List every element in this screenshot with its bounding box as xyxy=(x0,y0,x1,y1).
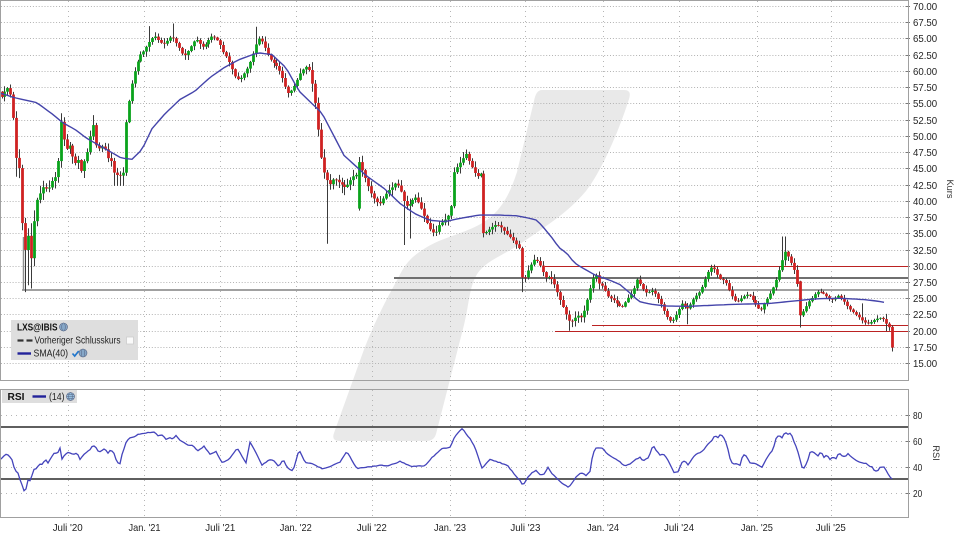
svg-text:Juli '22: Juli '22 xyxy=(357,523,387,534)
svg-text:27.50: 27.50 xyxy=(913,278,937,289)
svg-text:Jan. '25: Jan. '25 xyxy=(741,523,773,534)
svg-text:40.00: 40.00 xyxy=(913,197,937,208)
svg-text:47.50: 47.50 xyxy=(913,148,937,159)
svg-text:42.50: 42.50 xyxy=(913,181,937,192)
svg-text:80: 80 xyxy=(913,411,922,422)
svg-text:Juli '23: Juli '23 xyxy=(510,523,540,534)
svg-text:Jan. '23: Jan. '23 xyxy=(434,523,466,534)
svg-text:67.50: 67.50 xyxy=(913,18,937,29)
svg-text:65.00: 65.00 xyxy=(913,34,937,45)
svg-text:Kurs: Kurs xyxy=(945,179,955,198)
svg-text:20.00: 20.00 xyxy=(913,327,937,338)
svg-text:57.50: 57.50 xyxy=(913,83,937,94)
svg-text:Jan. '22: Jan. '22 xyxy=(280,523,312,534)
svg-text:30.00: 30.00 xyxy=(913,262,937,273)
svg-text:RSI: RSI xyxy=(931,445,941,461)
svg-text:52.50: 52.50 xyxy=(913,116,937,127)
svg-text:55.00: 55.00 xyxy=(913,99,937,110)
svg-text:Vorheriger Schlusskurs: Vorheriger Schlusskurs xyxy=(35,336,121,347)
svg-text:60.00: 60.00 xyxy=(913,67,937,78)
svg-text:40: 40 xyxy=(913,463,922,474)
svg-text:25.00: 25.00 xyxy=(913,294,937,305)
svg-text:15.00: 15.00 xyxy=(913,359,937,370)
svg-text:50.00: 50.00 xyxy=(913,132,937,143)
svg-text:45.00: 45.00 xyxy=(913,164,937,175)
svg-text:Juli '21: Juli '21 xyxy=(205,523,235,534)
svg-text:62.50: 62.50 xyxy=(913,51,937,62)
svg-text:22.50: 22.50 xyxy=(913,310,937,321)
svg-text:Juli '20: Juli '20 xyxy=(53,523,83,534)
svg-text:17.50: 17.50 xyxy=(913,343,937,354)
svg-text:70.00: 70.00 xyxy=(913,2,937,13)
svg-text:LXS@IBIS: LXS@IBIS xyxy=(17,323,58,334)
svg-text:RSI: RSI xyxy=(8,392,25,403)
svg-text:20: 20 xyxy=(913,489,922,500)
svg-text:(14): (14) xyxy=(49,392,65,403)
svg-text:SMA(40): SMA(40) xyxy=(34,349,69,360)
svg-text:35.00: 35.00 xyxy=(913,229,937,240)
svg-text:Jan. '21: Jan. '21 xyxy=(129,523,161,534)
svg-text:Juli '24: Juli '24 xyxy=(664,523,694,534)
svg-text:60: 60 xyxy=(913,437,922,448)
svg-text:Jan. '24: Jan. '24 xyxy=(587,523,619,534)
svg-text:Juli '25: Juli '25 xyxy=(816,523,846,534)
svg-text:32.50: 32.50 xyxy=(913,246,937,257)
svg-text:37.50: 37.50 xyxy=(913,213,937,224)
